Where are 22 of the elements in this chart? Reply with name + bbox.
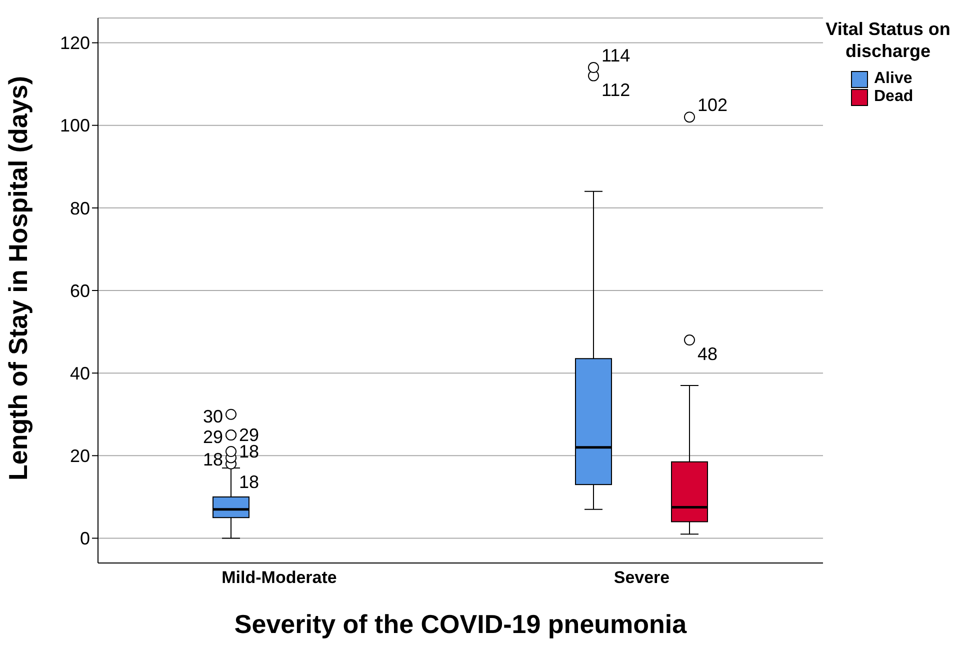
legend-label: Alive [873, 70, 914, 88]
annotation: 29 [202, 427, 223, 448]
y-tick-label: 80 [70, 198, 90, 218]
annotation: 112 [602, 80, 630, 100]
y-tick-label: 20 [70, 446, 90, 466]
annotation: 18 [202, 450, 223, 470]
y-tick-label: 0 [80, 528, 90, 549]
x-axis-title: Severity of the COVID-19 pneumonia [234, 609, 688, 639]
y-tick-label: 40 [70, 363, 90, 384]
annotation: 18 [239, 472, 260, 492]
y-tick-label: 100 [60, 116, 90, 136]
y-tick-label: 120 [60, 33, 90, 54]
legend-title: Vital Status on discharge [824, 18, 952, 62]
annotation: 48 [698, 344, 718, 364]
x-tick-label: Mild-Moderate [222, 568, 337, 588]
annotation: 102 [698, 95, 728, 116]
legend-label: Dead [873, 88, 914, 106]
annotation: 114 [602, 46, 630, 66]
x-tick-label: Severe [614, 568, 670, 588]
y-axis-title: Length of Stay in Hospital (days) [3, 76, 34, 480]
y-tick-label: 60 [70, 280, 90, 301]
annotation: 30 [202, 406, 223, 426]
